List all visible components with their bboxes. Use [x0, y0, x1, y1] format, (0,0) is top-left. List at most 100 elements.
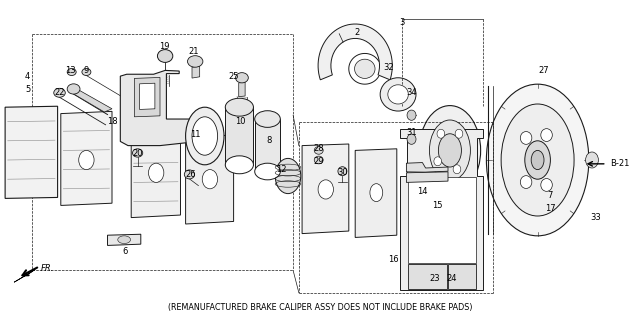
Ellipse shape [54, 88, 65, 97]
Ellipse shape [192, 117, 218, 155]
Text: 29: 29 [314, 157, 324, 166]
Text: 4: 4 [25, 72, 30, 81]
Text: 34: 34 [406, 88, 417, 97]
Ellipse shape [531, 150, 544, 170]
Ellipse shape [520, 176, 532, 188]
Polygon shape [448, 264, 476, 289]
Ellipse shape [370, 184, 383, 202]
Text: 10: 10 [235, 117, 245, 126]
Polygon shape [225, 107, 253, 165]
Ellipse shape [314, 147, 323, 154]
Ellipse shape [438, 134, 461, 167]
Polygon shape [355, 149, 397, 237]
Polygon shape [134, 77, 160, 117]
Ellipse shape [407, 110, 416, 120]
Ellipse shape [202, 170, 218, 189]
Polygon shape [61, 111, 112, 205]
Text: 30: 30 [337, 168, 348, 177]
Ellipse shape [236, 73, 248, 83]
Polygon shape [400, 129, 483, 290]
Ellipse shape [225, 98, 253, 116]
Ellipse shape [541, 179, 552, 191]
Polygon shape [14, 269, 35, 282]
Polygon shape [302, 144, 349, 234]
Ellipse shape [157, 50, 173, 62]
Text: 20: 20 [132, 149, 143, 158]
Text: 16: 16 [388, 255, 399, 264]
Ellipse shape [255, 163, 280, 180]
Ellipse shape [184, 170, 195, 179]
Ellipse shape [388, 85, 408, 104]
Polygon shape [186, 135, 234, 224]
Polygon shape [120, 70, 198, 146]
Ellipse shape [355, 59, 375, 78]
Text: 31: 31 [406, 128, 417, 137]
Polygon shape [140, 83, 155, 109]
Polygon shape [72, 90, 112, 112]
Ellipse shape [486, 84, 589, 236]
Ellipse shape [132, 149, 143, 157]
Text: 21: 21 [188, 47, 198, 56]
Polygon shape [239, 82, 245, 97]
Polygon shape [406, 163, 448, 172]
Text: 19: 19 [159, 42, 170, 51]
Text: 18: 18 [107, 117, 117, 126]
Ellipse shape [275, 158, 301, 194]
Ellipse shape [188, 56, 203, 67]
Ellipse shape [453, 165, 461, 174]
Text: 32: 32 [383, 63, 394, 72]
Ellipse shape [82, 68, 91, 76]
Ellipse shape [541, 129, 552, 141]
Text: B-21: B-21 [610, 159, 629, 168]
Ellipse shape [501, 104, 574, 216]
Polygon shape [108, 234, 141, 245]
Ellipse shape [520, 132, 532, 144]
Text: 12: 12 [276, 165, 287, 174]
Text: 26: 26 [186, 170, 196, 179]
Polygon shape [406, 172, 448, 182]
Polygon shape [192, 66, 200, 78]
Polygon shape [255, 119, 280, 172]
Text: 17: 17 [545, 204, 556, 212]
Text: 5: 5 [25, 85, 30, 94]
Ellipse shape [434, 157, 442, 166]
Text: 7: 7 [548, 191, 553, 200]
Text: 11: 11 [190, 130, 200, 139]
Polygon shape [408, 264, 447, 289]
Ellipse shape [419, 106, 481, 195]
Polygon shape [5, 106, 58, 198]
Text: 8: 8 [266, 136, 271, 145]
Ellipse shape [225, 156, 253, 174]
Text: 28: 28 [314, 144, 324, 153]
Ellipse shape [186, 107, 224, 165]
Text: 14: 14 [417, 188, 428, 196]
Ellipse shape [255, 111, 280, 127]
Ellipse shape [118, 236, 131, 244]
Text: 24: 24 [447, 274, 457, 283]
Text: 33: 33 [590, 213, 600, 222]
Text: 6: 6 [122, 247, 127, 256]
Ellipse shape [455, 129, 463, 138]
Ellipse shape [437, 129, 445, 138]
Text: 13: 13 [65, 66, 76, 75]
Ellipse shape [67, 84, 80, 94]
Ellipse shape [429, 120, 470, 181]
Text: (REMANUFACTURED BRAKE CALIPER ASSY DOES NOT INCLUDE BRAKE PADS): (REMANUFACTURED BRAKE CALIPER ASSY DOES … [168, 303, 472, 312]
Ellipse shape [318, 180, 333, 199]
Text: 27: 27 [539, 66, 549, 75]
Polygon shape [131, 128, 180, 218]
Ellipse shape [380, 78, 416, 111]
Text: 15: 15 [432, 201, 442, 210]
Ellipse shape [338, 167, 347, 176]
Ellipse shape [67, 68, 76, 76]
Text: FR.: FR. [40, 264, 54, 273]
Ellipse shape [586, 152, 598, 168]
Text: 2: 2 [355, 28, 360, 36]
Ellipse shape [314, 156, 323, 164]
Text: 23: 23 [430, 274, 440, 283]
Ellipse shape [148, 163, 164, 182]
Polygon shape [318, 24, 392, 80]
Text: 3: 3 [399, 18, 404, 27]
Text: 22: 22 [54, 88, 65, 97]
Text: 25: 25 [228, 72, 239, 81]
